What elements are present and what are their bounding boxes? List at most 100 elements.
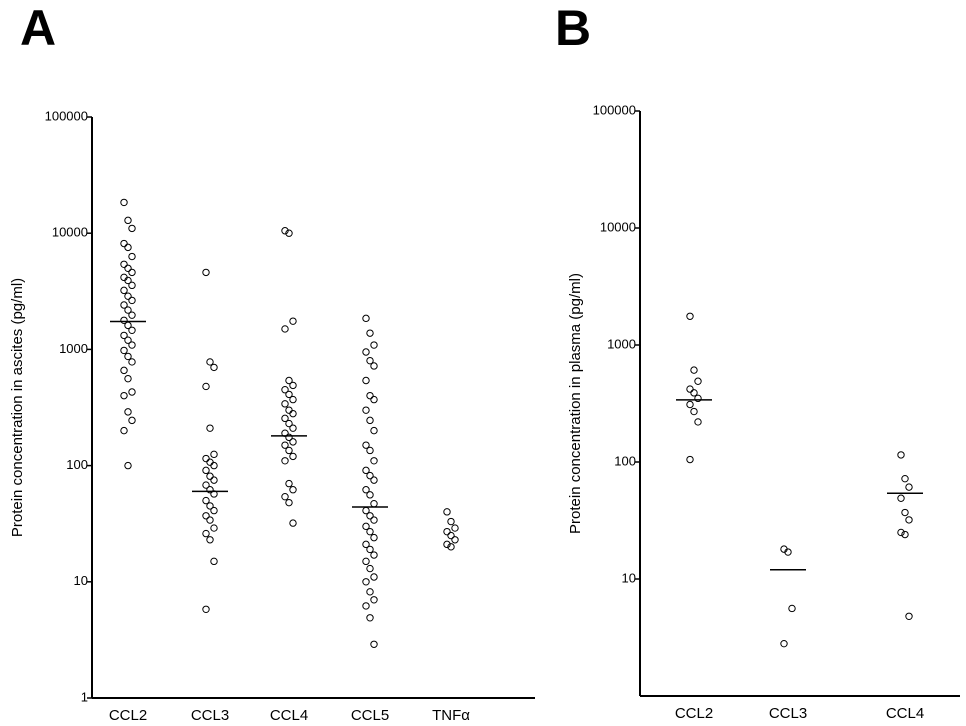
data-point xyxy=(362,314,370,323)
y-tick-label: 1000 xyxy=(59,341,88,356)
data-point xyxy=(128,358,136,366)
data-point xyxy=(443,540,451,549)
panel-label: B xyxy=(555,0,591,56)
data-point xyxy=(366,564,374,573)
data-point xyxy=(120,426,128,435)
data-point xyxy=(202,496,210,505)
data-point xyxy=(289,409,297,418)
data-point xyxy=(124,264,132,272)
data-point xyxy=(289,438,297,446)
data-point xyxy=(210,363,218,372)
data-point xyxy=(451,524,459,532)
data-point xyxy=(124,276,132,285)
data-point xyxy=(120,316,128,325)
data-point xyxy=(362,540,370,549)
data-point xyxy=(128,416,136,425)
data-point xyxy=(370,500,378,508)
data-point xyxy=(447,517,455,526)
data-point xyxy=(281,325,289,333)
data-point xyxy=(128,268,136,277)
data-point xyxy=(210,506,218,515)
data-point xyxy=(362,441,370,449)
data-point xyxy=(120,239,128,248)
data-point xyxy=(285,498,293,507)
data-point xyxy=(128,326,136,335)
data-point xyxy=(281,400,289,408)
y-tick-label: 100000 xyxy=(593,102,636,117)
data-point xyxy=(362,486,370,494)
data-point xyxy=(281,227,289,235)
data-point xyxy=(202,605,210,613)
x-tick-label: CCL3 xyxy=(191,707,229,724)
data-point xyxy=(206,502,214,510)
x-tick-label: TNFα xyxy=(432,707,470,724)
data-point xyxy=(289,519,297,527)
data-point xyxy=(784,548,792,556)
data-point xyxy=(362,466,370,475)
data-point xyxy=(780,639,788,648)
data-point xyxy=(285,390,293,399)
data-point xyxy=(447,543,455,551)
data-point xyxy=(210,450,218,459)
data-point xyxy=(128,388,136,396)
data-point xyxy=(281,492,289,501)
data-point xyxy=(370,596,378,604)
data-point xyxy=(897,528,905,537)
data-point xyxy=(202,382,210,391)
data-point xyxy=(128,281,136,290)
data-point xyxy=(128,224,136,233)
data-point xyxy=(366,512,374,520)
data-point xyxy=(897,451,905,459)
data-point xyxy=(289,424,297,432)
data-point xyxy=(686,312,694,320)
data-point xyxy=(362,522,370,531)
y-tick-label: 100 xyxy=(66,457,88,472)
data-point xyxy=(443,527,451,536)
y-tick-label: 1000 xyxy=(607,336,636,351)
data-point xyxy=(281,457,289,465)
data-point xyxy=(366,471,374,480)
data-point xyxy=(362,406,370,414)
data-point xyxy=(120,198,128,207)
data-point xyxy=(124,352,132,361)
data-point xyxy=(124,374,132,383)
data-point xyxy=(124,306,132,314)
y-tick-label: 1 xyxy=(81,689,88,704)
data-point xyxy=(289,381,297,390)
data-point xyxy=(281,385,289,394)
data-point xyxy=(905,612,913,620)
data-point xyxy=(128,296,136,305)
data-point xyxy=(202,512,210,520)
data-point xyxy=(124,216,132,225)
data-point xyxy=(202,481,210,489)
data-point xyxy=(366,446,374,455)
data-point xyxy=(897,494,905,502)
data-point xyxy=(366,588,374,596)
data-point xyxy=(694,418,702,426)
data-point xyxy=(447,531,455,540)
data-point xyxy=(202,268,210,277)
data-point xyxy=(370,533,378,542)
data-point xyxy=(210,476,218,484)
data-point xyxy=(285,419,293,428)
y-tick-label: 100000 xyxy=(45,108,88,123)
data-point xyxy=(120,366,128,375)
data-point xyxy=(206,458,214,466)
data-point xyxy=(124,243,132,252)
data-point xyxy=(370,395,378,404)
y-tick-label: 10 xyxy=(622,570,636,585)
data-point xyxy=(694,377,702,385)
x-tick-label: CCL3 xyxy=(769,705,807,722)
data-point xyxy=(281,441,289,449)
data-point xyxy=(285,406,293,414)
data-point xyxy=(285,433,293,442)
data-point xyxy=(124,336,132,344)
data-point xyxy=(362,578,370,586)
data-point xyxy=(210,524,218,532)
data-point xyxy=(370,573,378,581)
data-point xyxy=(686,385,694,393)
data-point xyxy=(128,341,136,349)
data-point xyxy=(120,260,128,268)
data-point xyxy=(210,461,218,470)
